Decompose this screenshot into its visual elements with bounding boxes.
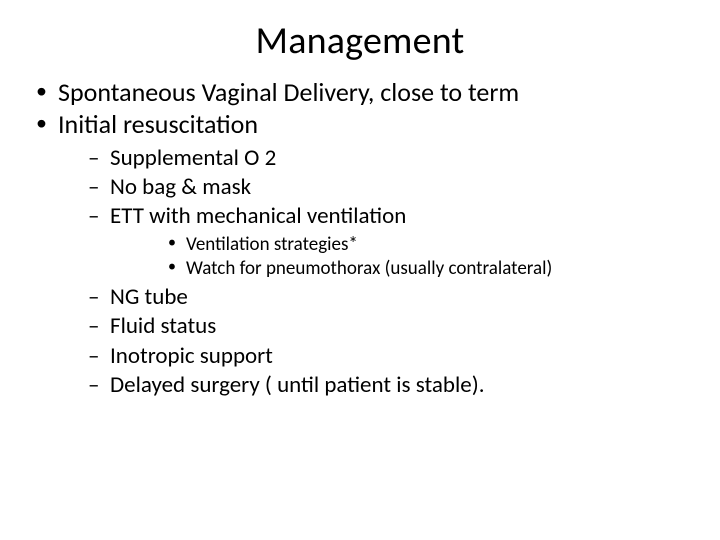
list-item-text: Ventilation strategies* [186, 233, 358, 256]
list-item: NG tube [58, 283, 690, 311]
list-item: Supplemental O 2 [58, 144, 690, 172]
slide-title: Management [30, 18, 690, 64]
list-item: Inotropic support [58, 342, 690, 370]
bullet-list-level2: Supplemental O 2 No bag & mask ETT with … [58, 144, 690, 399]
list-item: Ventilation strategies* [110, 233, 690, 257]
list-item-text: NG tube [110, 283, 188, 311]
list-item-text: Spontaneous Vaginal Delivery, close to t… [58, 76, 519, 108]
list-item: Spontaneous Vaginal Delivery, close to t… [30, 78, 690, 108]
list-item-text: Watch for pneumothorax (usually contrala… [186, 257, 552, 280]
list-item: Watch for pneumothorax (usually contrala… [110, 257, 690, 281]
list-item-text: No bag & mask [110, 173, 251, 201]
list-item: No bag & mask [58, 173, 690, 201]
list-item-text: Delayed surgery ( until patient is stabl… [110, 371, 485, 399]
list-item-text: ETT with mechanical ventilation [110, 202, 406, 230]
list-item: Delayed surgery ( until patient is stabl… [58, 371, 690, 399]
list-item: ETT with mechanical ventilation Ventilat… [58, 202, 690, 281]
list-item-text: Fluid status [110, 312, 216, 340]
bullet-list-level1: Spontaneous Vaginal Delivery, close to t… [30, 78, 690, 399]
list-item: Initial resuscitation Supplemental O 2 N… [30, 110, 690, 399]
bullet-list-level3: Ventilation strategies* Watch for pneumo… [110, 233, 690, 281]
list-item: Fluid status [58, 312, 690, 340]
slide: Management Spontaneous Vaginal Delivery,… [0, 0, 720, 540]
list-item-text: Initial resuscitation [58, 108, 258, 140]
list-item-text: Inotropic support [110, 342, 273, 370]
list-item-text: Supplemental O 2 [110, 144, 276, 172]
